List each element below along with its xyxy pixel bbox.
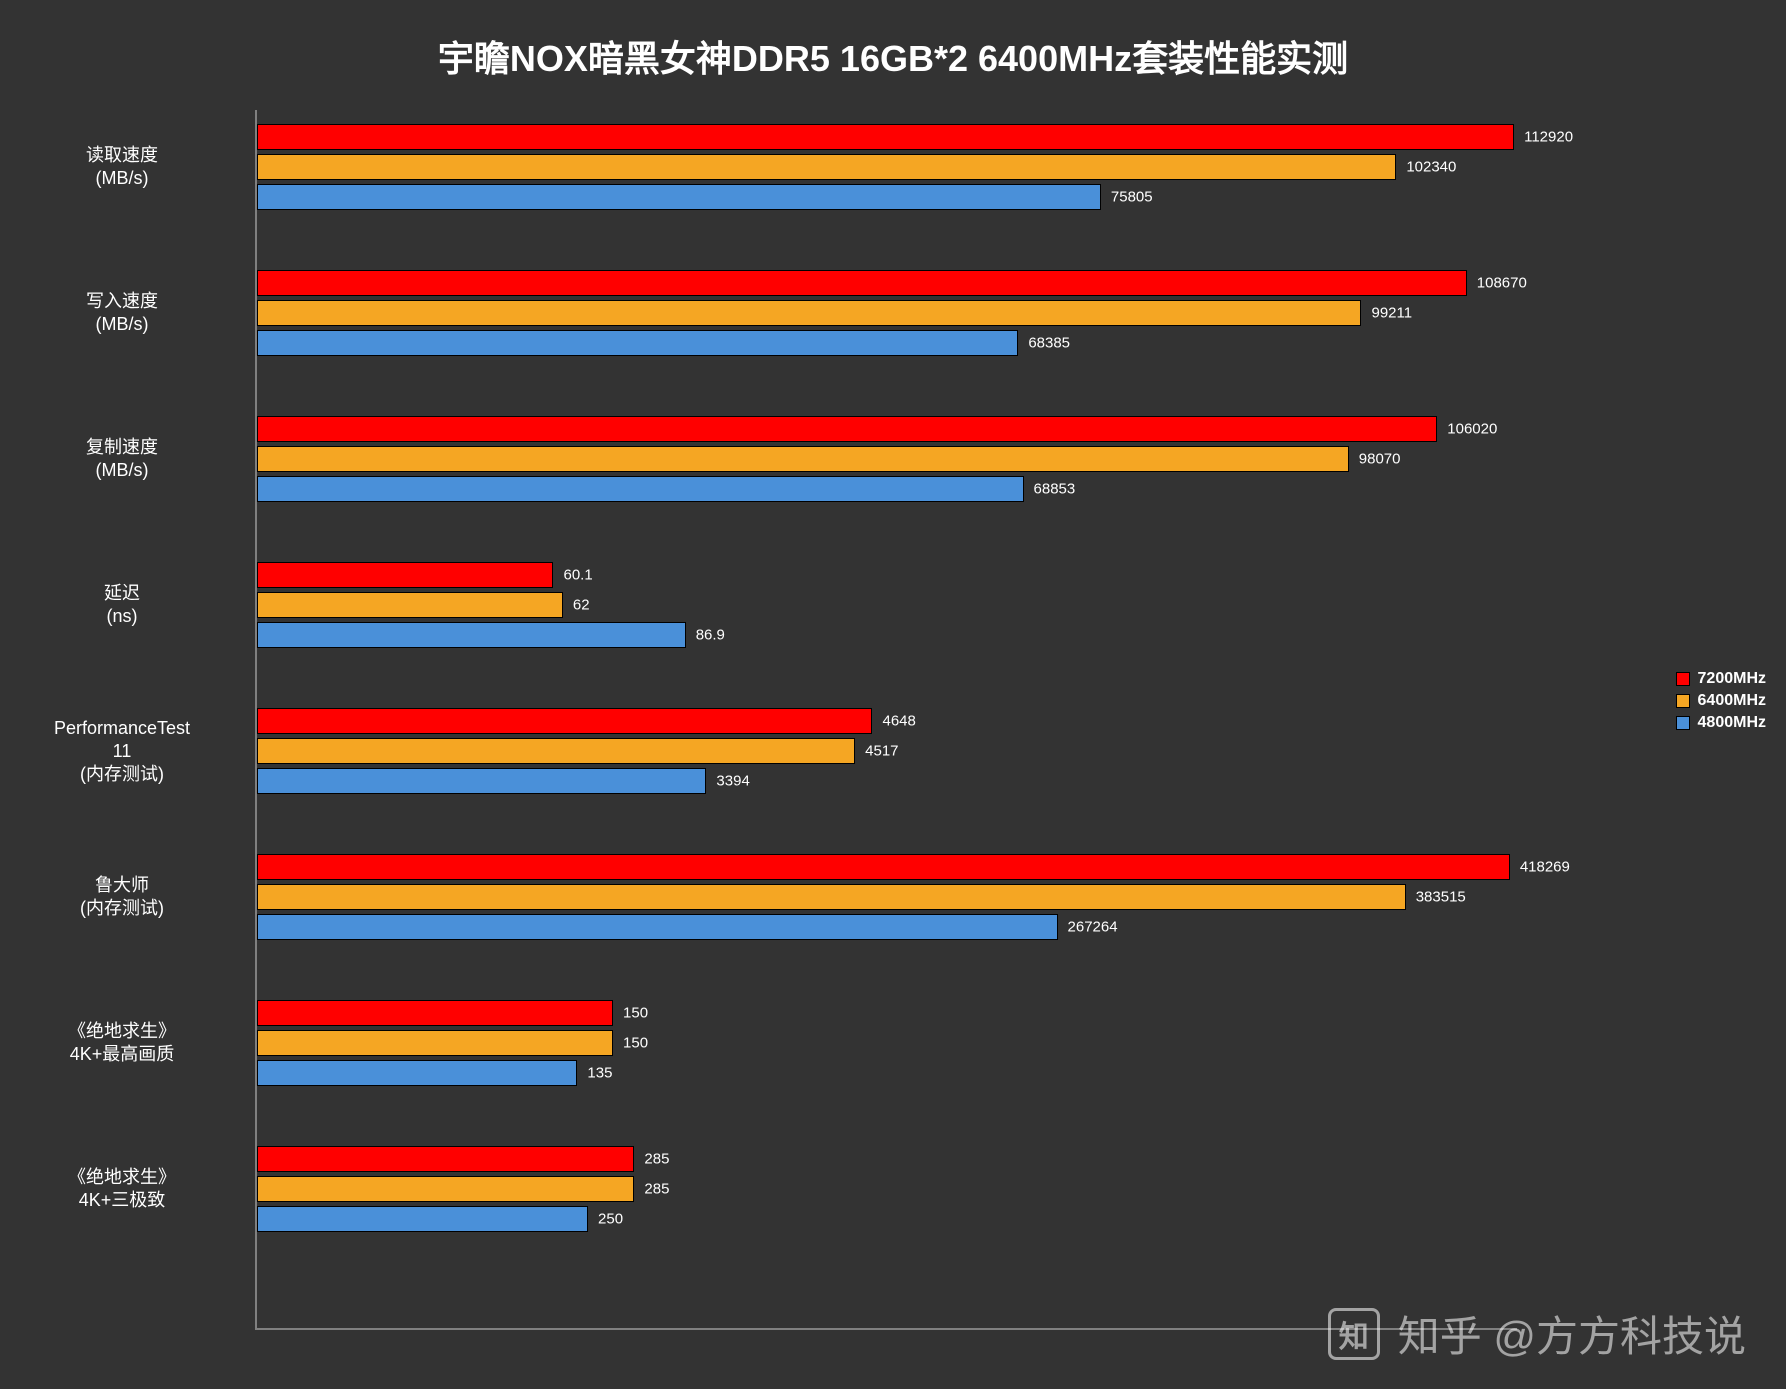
bar-value-label: 99211 [1371,305,1412,322]
bar [257,154,1396,180]
bar-value-label: 75805 [1111,189,1153,206]
bar [257,738,855,764]
bar-value-label: 4517 [865,743,898,760]
bar-value-label: 68385 [1028,335,1070,352]
bar-value-label: 383515 [1416,889,1466,906]
zhihu-logo-icon: 知 [1328,1308,1380,1360]
legend-item: 6400MHz [1676,692,1766,710]
chart-title: 宇瞻NOX暗黑女神DDR5 16GB*2 6400MHz套装性能实测 [0,0,1786,102]
bar [257,446,1349,472]
legend-label: 6400MHz [1698,692,1766,710]
bar [257,416,1437,442]
category-label: PerformanceTest11(内存测试) [7,717,237,787]
category-label: 写入速度(MB/s) [7,290,237,337]
bar [257,330,1018,356]
legend-item: 4800MHz [1676,714,1766,732]
bar [257,914,1058,940]
bar-group: PerformanceTest11(内存测试)464845173394 [257,708,1515,794]
bar-value-label: 418269 [1520,859,1570,876]
bar-value-label: 106020 [1447,421,1497,438]
category-label: 《绝地求生》4K+最高画质 [7,1020,237,1067]
bar-value-label: 60.1 [563,567,592,584]
bar-value-label: 68853 [1034,481,1076,498]
bar-value-label: 150 [623,1035,648,1052]
bar [257,1176,634,1202]
watermark-text: 知乎 @方方科技说 [1398,1303,1746,1364]
bar [257,1206,588,1232]
bar-group: 鲁大师(内存测试)418269383515267264 [257,854,1515,940]
category-label: 鲁大师(内存测试) [7,874,237,921]
bar [257,592,563,618]
chart-plot-area: 读取速度(MB/s)11292010234075805写入速度(MB/s)108… [255,110,1515,1330]
bar [257,124,1514,150]
bar-group: 延迟(ns)60.16286.9 [257,562,1515,648]
bar-value-label: 112920 [1524,129,1573,146]
bar [257,476,1024,502]
bar-value-label: 86.9 [696,627,725,644]
bar [257,1030,613,1056]
bar [257,854,1510,880]
bar-value-label: 108670 [1477,275,1527,292]
category-label: 复制速度(MB/s) [7,436,237,483]
bar-group: 复制速度(MB/s)1060209807068853 [257,416,1515,502]
bar [257,184,1101,210]
bar-value-label: 267264 [1068,919,1118,936]
legend-swatch [1676,716,1690,730]
bar [257,1000,613,1026]
legend-label: 7200MHz [1698,670,1766,688]
bar-group: 读取速度(MB/s)11292010234075805 [257,124,1515,210]
legend-label: 4800MHz [1698,714,1766,732]
bar-group: 写入速度(MB/s)1086709921168385 [257,270,1515,356]
bar [257,1060,577,1086]
bar-value-label: 150 [623,1005,648,1022]
bar-value-label: 98070 [1359,451,1401,468]
bar-value-label: 3394 [716,773,749,790]
bar-value-label: 62 [573,597,590,614]
bar-value-label: 285 [644,1181,669,1198]
bar [257,300,1361,326]
bar-value-label: 4648 [882,713,915,730]
bar-value-label: 102340 [1406,159,1456,176]
legend: 7200MHz 6400MHz 4800MHz [1676,670,1766,736]
watermark: 知 知乎 @方方科技说 [1328,1303,1746,1364]
legend-item: 7200MHz [1676,670,1766,688]
bar [257,708,872,734]
bar-value-label: 250 [598,1211,623,1228]
bar-group: 《绝地求生》4K+最高画质150150135 [257,1000,1515,1086]
legend-swatch [1676,694,1690,708]
category-label: 读取速度(MB/s) [7,144,237,191]
bar [257,884,1406,910]
category-label: 延迟(ns) [7,582,237,629]
bar [257,768,706,794]
bar-group: 《绝地求生》4K+三极致285285250 [257,1146,1515,1232]
bar [257,622,686,648]
bar [257,1146,634,1172]
bar [257,270,1467,296]
bar [257,562,553,588]
bar-value-label: 135 [587,1065,612,1082]
legend-swatch [1676,672,1690,686]
bar-value-label: 285 [644,1151,669,1168]
category-label: 《绝地求生》4K+三极致 [7,1166,237,1213]
